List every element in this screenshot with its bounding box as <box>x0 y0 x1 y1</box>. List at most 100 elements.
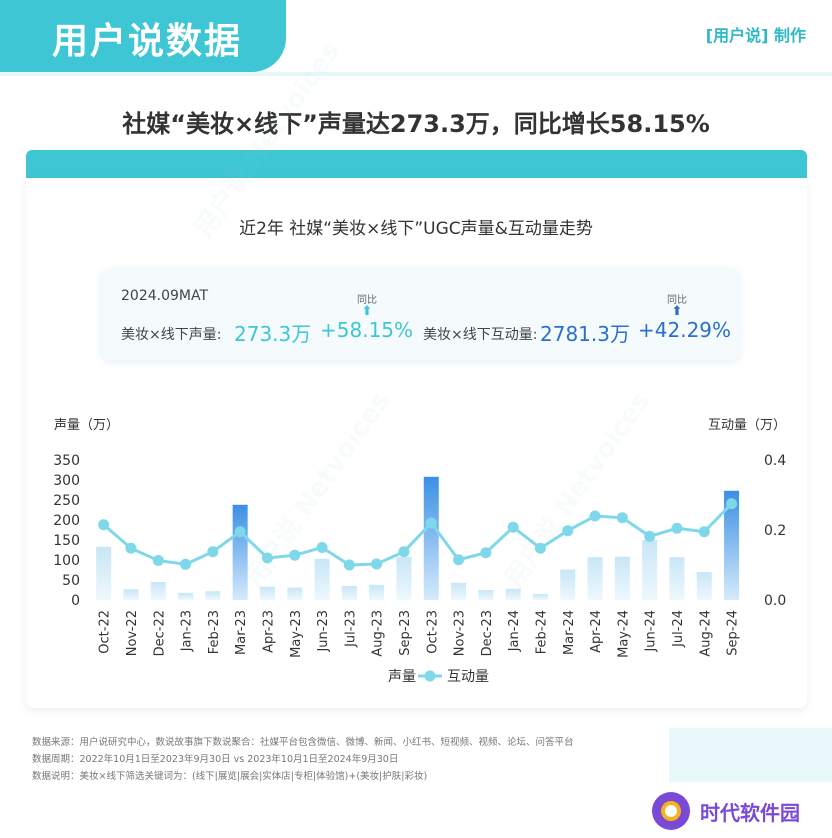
interaction-point <box>371 558 383 570</box>
chart-card <box>26 178 807 708</box>
bar <box>205 591 221 600</box>
legend-marker <box>424 670 436 682</box>
y-tick-label: 150 <box>53 533 80 549</box>
footer-period: 数据周期：2022年10月1日至2023年9月30日 vs 2023年10月1日… <box>32 754 399 765</box>
interaction-point <box>343 559 355 571</box>
x-tick-label: Sep-23 <box>398 610 413 656</box>
bar <box>341 586 357 600</box>
interaction-point <box>507 521 519 533</box>
x-tick-label: Mar-24 <box>562 610 577 655</box>
top-divider <box>0 72 832 76</box>
x-tick-label: Nov-22 <box>125 610 140 656</box>
up-arrow-icon: ⬆ <box>671 304 683 319</box>
interaction-point <box>180 558 192 570</box>
y-tick-label: 300 <box>53 473 80 489</box>
y-axis-title: 声量（万） <box>54 418 120 433</box>
interaction-point <box>698 526 710 538</box>
x-tick-label: Aug-23 <box>371 610 386 657</box>
bar <box>614 556 630 600</box>
x-tick-label: Dec-22 <box>152 610 167 656</box>
x-tick-label: Feb-24 <box>534 610 549 654</box>
legend-label: 互动量 <box>447 669 489 685</box>
interaction-point <box>398 546 410 558</box>
footer-note: 数据说明：美妆×线下筛选关键词为：(线下|展览|展会|实体店|专柜|体验馆)+(… <box>32 771 428 782</box>
interaction-point <box>261 552 273 564</box>
kpi-period: 2024.09MAT <box>121 288 209 304</box>
bar <box>532 594 548 600</box>
y2-tick-label: 0.0 <box>764 593 786 609</box>
x-tick-label: Jul-23 <box>343 610 358 648</box>
kpi-interaction-growth: +42.29% <box>638 318 732 342</box>
brand-title: 用户说数据 <box>52 21 243 62</box>
site-logo-icon <box>652 792 690 830</box>
interaction-line <box>102 502 733 567</box>
interaction-point <box>98 519 110 531</box>
interaction-point <box>289 549 301 561</box>
x-tick-label: Nov-23 <box>453 610 468 656</box>
y-tick-label: 250 <box>53 493 80 509</box>
yoy-label: 同比 <box>357 295 377 306</box>
y-tick-label: 100 <box>53 553 80 569</box>
interaction-point <box>152 554 164 566</box>
interaction-point <box>453 554 465 566</box>
bar <box>178 592 194 600</box>
x-tick-label: Oct-22 <box>98 610 113 654</box>
x-tick-label: Aug-24 <box>698 610 713 657</box>
interaction-point <box>425 517 437 529</box>
site-logo-text: 时代软件园 <box>700 801 800 825</box>
bar <box>724 490 740 600</box>
maker-credit: [用户说] 制作 <box>705 26 806 45</box>
y2-tick-label: 0.4 <box>764 453 786 469</box>
bar <box>669 557 685 600</box>
x-tick-label: Sep-24 <box>726 610 741 656</box>
x-tick-label: Dec-23 <box>480 610 495 656</box>
y2-axis-title: 互动量（万） <box>708 418 787 433</box>
interaction-point <box>316 542 328 553</box>
x-tick-label: May-23 <box>289 610 304 658</box>
legend-label: 声量 <box>388 669 416 685</box>
bar <box>560 569 576 600</box>
bar <box>150 582 166 600</box>
bar <box>396 557 412 600</box>
bar <box>123 589 139 600</box>
x-tick-label: Feb-23 <box>207 610 222 654</box>
bar <box>696 572 712 600</box>
bar <box>423 476 439 600</box>
interaction-point <box>726 498 738 510</box>
x-tick-label: Jun-23 <box>316 610 331 653</box>
y-tick-label: 50 <box>62 573 80 589</box>
x-tick-label: Jul-24 <box>671 610 686 648</box>
interaction-point <box>644 530 656 542</box>
x-tick-label: Apr-24 <box>589 610 604 653</box>
kpi-volume-label: 美妆×线下声量: <box>121 327 222 343</box>
x-tick-label: Oct-23 <box>425 610 440 654</box>
x-tick-label: Jan-24 <box>507 610 522 652</box>
bar <box>505 588 521 600</box>
bar <box>314 558 330 600</box>
bar <box>642 540 658 600</box>
y2-tick-label: 0.2 <box>764 523 786 539</box>
kpi-interaction-label: 美妆×线下互动量: <box>423 327 538 343</box>
bar <box>587 557 603 600</box>
bar <box>232 504 248 600</box>
x-tick-label: May-24 <box>616 610 631 658</box>
kpi-interaction-value: 2781.3万 <box>540 322 630 346</box>
bar <box>96 546 112 600</box>
kpi-volume-growth: +58.15% <box>320 318 414 342</box>
interaction-point <box>534 542 546 554</box>
interaction-point <box>125 542 137 554</box>
interaction-point <box>207 546 219 558</box>
bar <box>451 582 467 600</box>
interaction-point <box>480 547 492 559</box>
kpi-volume-value: 273.3万 <box>234 322 312 346</box>
y-tick-label: 0 <box>71 593 80 609</box>
x-tick-label: Jun-24 <box>644 610 659 653</box>
x-tick-label: Jan-23 <box>180 610 195 652</box>
bar <box>478 590 494 600</box>
interaction-point <box>616 512 628 524</box>
y-tick-label: 200 <box>53 513 80 529</box>
bar <box>369 584 385 600</box>
x-tick-label: Mar-23 <box>234 610 249 655</box>
interaction-point <box>589 510 601 522</box>
